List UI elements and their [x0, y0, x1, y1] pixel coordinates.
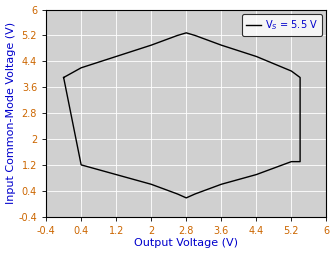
V$_S$ = 5.5 V	[62, 76, 66, 79]
V$_S$ = 5.5 V	[114, 55, 118, 58]
V$_S$ = 5.5 V	[62, 76, 66, 79]
Line: V$_S$ = 5.5 V: V$_S$ = 5.5 V	[64, 33, 300, 198]
V$_S$ = 5.5 V	[289, 160, 293, 163]
V$_S$ = 5.5 V	[254, 55, 258, 58]
V$_S$ = 5.5 V	[176, 34, 180, 37]
Legend: V$_S$ = 5.5 V: V$_S$ = 5.5 V	[242, 14, 322, 36]
V$_S$ = 5.5 V	[62, 76, 66, 79]
V$_S$ = 5.5 V	[176, 193, 180, 196]
Y-axis label: Input Common-Mode Voltage (V): Input Common-Mode Voltage (V)	[6, 22, 15, 204]
V$_S$ = 5.5 V	[149, 44, 153, 47]
V$_S$ = 5.5 V	[149, 183, 153, 186]
V$_S$ = 5.5 V	[219, 183, 223, 186]
V$_S$ = 5.5 V	[62, 76, 66, 79]
V$_S$ = 5.5 V	[79, 163, 83, 166]
V$_S$ = 5.5 V	[193, 34, 197, 37]
V$_S$ = 5.5 V	[298, 160, 302, 163]
V$_S$ = 5.5 V	[289, 70, 293, 73]
V$_S$ = 5.5 V	[184, 31, 188, 34]
V$_S$ = 5.5 V	[184, 196, 188, 199]
V$_S$ = 5.5 V	[254, 173, 258, 176]
V$_S$ = 5.5 V	[114, 173, 118, 176]
V$_S$ = 5.5 V	[79, 66, 83, 69]
V$_S$ = 5.5 V	[298, 76, 302, 79]
V$_S$ = 5.5 V	[193, 193, 197, 196]
V$_S$ = 5.5 V	[298, 76, 302, 79]
X-axis label: Output Voltage (V): Output Voltage (V)	[134, 239, 238, 248]
V$_S$ = 5.5 V	[219, 44, 223, 47]
